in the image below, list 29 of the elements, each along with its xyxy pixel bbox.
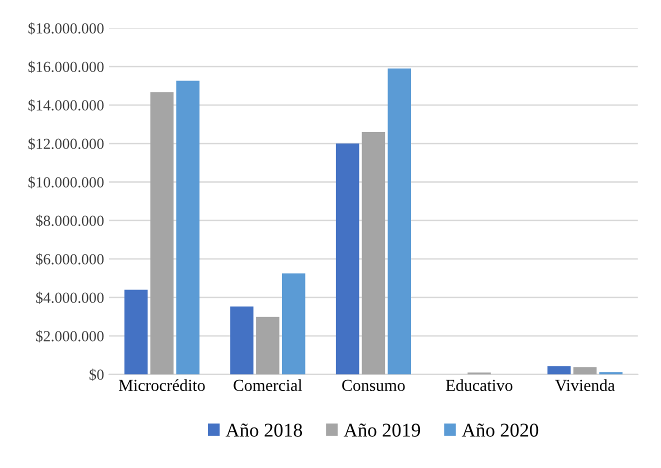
x-tick-label: Consumo <box>342 380 405 391</box>
y-tick-label: $10.000.000 <box>28 176 104 188</box>
legend-label: Año 2020 <box>462 423 538 437</box>
bar <box>336 144 360 374</box>
bar <box>230 306 254 374</box>
bar <box>547 366 571 374</box>
y-tick-label: $12.000.000 <box>28 138 104 150</box>
bar <box>573 367 597 374</box>
y-tick-label: $8.000.000 <box>36 214 104 227</box>
y-tick-label: $0 <box>90 368 104 381</box>
y-tick-label: $18.000.000 <box>28 22 104 35</box>
y-tick-label: $2.000.000 <box>36 330 104 342</box>
x-tick-label: Comercial <box>234 379 302 391</box>
bar <box>282 273 306 374</box>
x-tick-label: Microcrédito <box>118 379 205 391</box>
bar <box>176 80 200 374</box>
y-tick-label: $4.000.000 <box>36 292 104 304</box>
y-tick-label: $6.000.000 <box>36 253 104 266</box>
y-tick-label: $16.000.000 <box>28 60 104 74</box>
x-tick-label: Vivienda <box>555 379 615 392</box>
bar <box>124 290 148 374</box>
x-tick-label: Educativo <box>446 379 512 391</box>
bar <box>362 132 386 374</box>
bar <box>256 316 280 374</box>
legend-label: Año 2018 <box>226 423 302 437</box>
y-tick-label: $14.000.000 <box>28 99 104 112</box>
legend-label: Año 2019 <box>344 423 420 437</box>
bar <box>388 68 412 374</box>
bar <box>150 92 174 374</box>
